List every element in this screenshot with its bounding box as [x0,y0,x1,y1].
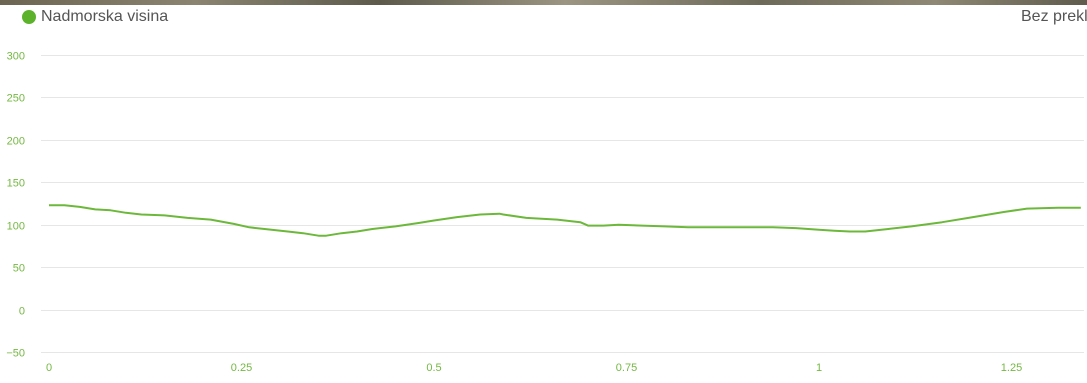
legend-label: Nadmorska visina [41,8,169,25]
y-axis-ticks: 300 250 200 150 100 50 0 −50 [6,51,25,360]
x-axis-ticks: 0 0.25 0.5 0.75 1 1.25 [46,362,1022,374]
x-tick-label: 1 [816,362,822,374]
y-tick-label: 150 [7,178,25,190]
y-tick-label: 100 [7,221,25,233]
legend-marker [22,10,36,24]
y-tick-label: 50 [13,263,25,275]
y-tick-label: −50 [6,348,25,360]
x-tick-label: 0.75 [616,362,637,374]
x-tick-label: 0.25 [231,362,252,374]
grid-lines [41,55,1084,353]
y-tick-label: 300 [7,51,25,63]
y-tick-label: 0 [19,306,25,318]
legend[interactable]: Nadmorska visina [22,7,168,27]
y-tick-label: 250 [7,93,25,105]
header-photo-strip [0,0,1087,5]
x-tick-label: 1.25 [1001,362,1022,374]
y-tick-label: 200 [7,136,25,148]
x-tick-label: 0 [46,362,52,374]
elevation-line [49,204,1081,237]
x-tick-label: 0.5 [426,362,441,374]
right-header-label: Bez prekl [1021,8,1087,25]
series-group [49,204,1081,237]
